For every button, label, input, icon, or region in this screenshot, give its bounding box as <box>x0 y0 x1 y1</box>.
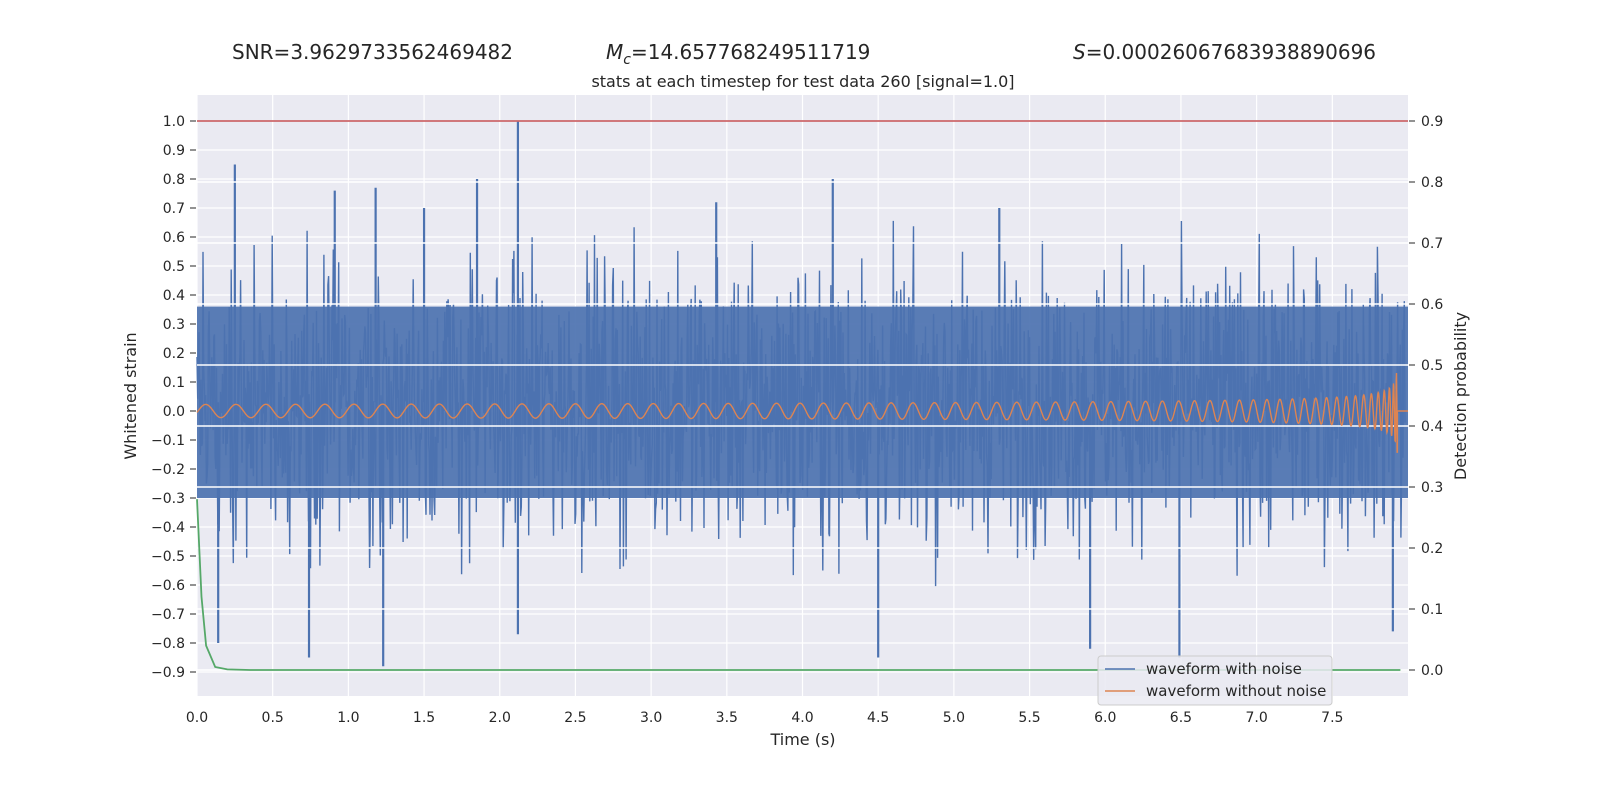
snr-value: 3.9629733562469482 <box>290 40 513 64</box>
y-tick-label: 0.4 <box>163 288 185 304</box>
y-axis-label: Whitened strain <box>121 332 140 459</box>
s-symbol: S <box>1073 40 1086 64</box>
s-value: =0.00026067683938890696 <box>1085 40 1377 64</box>
y-tick-label: 1.0 <box>163 114 185 130</box>
x-axis-ticks: 0.0 0.5 1.0 1.5 2.0 2.5 3.0 3.5 4.0 4.5 5.0 5.5 6.0 6… <box>186 710 1344 726</box>
y-tick-label: −0.4 <box>151 520 185 536</box>
y2-tick-label: 0.4 <box>1421 419 1443 435</box>
mc-subscript: c <box>623 52 631 68</box>
y2-axis-ticks: 0.9 0.8 0.7 0.6 0.5 0.4 0.3 0.2 0.1 0.0 <box>1409 114 1443 679</box>
legend: waveform with noise waveform without noi… <box>1097 655 1333 706</box>
series-waveform-with-noise <box>196 121 1408 667</box>
y2-tick-label: 0.1 <box>1421 602 1443 618</box>
chirp-mass-annotation: Mc=14.657768249511719 <box>606 40 870 68</box>
x-tick-label: 2.0 <box>489 710 511 726</box>
x-tick-label: 0.5 <box>262 710 284 726</box>
y-tick-label: −0.1 <box>151 433 185 449</box>
y-tick-label: 0.2 <box>163 346 185 362</box>
y-axis-ticks: 1.0 0.9 0.8 0.7 0.6 0.5 0.4 0.3 0.2 0.1 0.0 −0.1 −0.… <box>151 114 196 681</box>
x-tick-label: 6.5 <box>1170 710 1192 726</box>
y-tick-label: 0.0 <box>163 404 185 420</box>
y-tick-label: −0.2 <box>151 462 185 478</box>
legend-label-clean: waveform without noise <box>1146 682 1326 700</box>
y-tick-label: 0.7 <box>163 201 185 217</box>
y-tick-label: −0.8 <box>151 636 185 652</box>
chart-title: stats at each timestep for test data 260… <box>591 72 1014 91</box>
x-tick-label: 7.0 <box>1245 710 1267 726</box>
y2-tick-label: 0.5 <box>1421 358 1443 374</box>
y2-tick-label: 0.6 <box>1421 297 1443 313</box>
legend-label-noise: waveform with noise <box>1146 660 1302 678</box>
y-tick-label: −0.3 <box>151 491 185 507</box>
y2-tick-label: 0.0 <box>1421 663 1443 679</box>
series-detection-probability <box>196 499 1401 671</box>
x-axis-label: Time (s) <box>769 730 835 749</box>
chirp-line <box>196 372 1408 453</box>
x-tick-label: 4.0 <box>791 710 813 726</box>
snr-label: SNR= <box>232 40 291 64</box>
series-waveform-without-noise <box>196 372 1408 453</box>
snr-annotation: SNR=3.9629733562469482 <box>232 40 513 64</box>
y2-axis-label: Detection probability <box>1451 312 1470 480</box>
y-tick-label: −0.7 <box>151 607 185 623</box>
y2-tick-label: 0.3 <box>1421 480 1443 496</box>
y2-tick-label: 0.8 <box>1421 175 1443 191</box>
y2-tick-label: 0.7 <box>1421 236 1443 252</box>
x-tick-label: 5.0 <box>943 710 965 726</box>
x-tick-label: 1.0 <box>337 710 359 726</box>
y-tick-label: 0.8 <box>163 172 185 188</box>
y-tick-label: 0.9 <box>163 143 185 159</box>
y-tick-label: 0.3 <box>163 317 185 333</box>
y-tick-label: −0.9 <box>151 665 185 681</box>
x-tick-label: 6.0 <box>1094 710 1116 726</box>
y-tick-label: −0.5 <box>151 549 185 565</box>
y-tick-label: 0.1 <box>163 375 185 391</box>
x-tick-label: 7.5 <box>1321 710 1343 726</box>
noise-core-band <box>197 306 1408 498</box>
y-tick-label: 0.5 <box>163 259 185 275</box>
legend-box <box>1097 655 1333 706</box>
y2-tick-label: 0.2 <box>1421 541 1443 557</box>
x-tick-label: 3.0 <box>640 710 662 726</box>
x-tick-label: 2.5 <box>564 710 586 726</box>
x-tick-label: 4.5 <box>867 710 889 726</box>
y-tick-label: −0.6 <box>151 578 185 594</box>
mc-symbol: M <box>606 40 624 64</box>
y-tick-label: 0.6 <box>163 230 185 246</box>
x-tick-label: 0.0 <box>186 710 208 726</box>
right-axis-grid <box>197 120 1408 671</box>
y2-tick-label: 0.9 <box>1421 114 1443 130</box>
x-tick-label: 1.5 <box>413 710 435 726</box>
x-tick-label: 3.5 <box>716 710 738 726</box>
probability-line <box>196 499 1401 671</box>
x-tick-label: 5.5 <box>1018 710 1040 726</box>
mc-value: =14.657768249511719 <box>630 40 871 64</box>
s-annotation: S=0.00026067683938890696 <box>1073 40 1376 64</box>
